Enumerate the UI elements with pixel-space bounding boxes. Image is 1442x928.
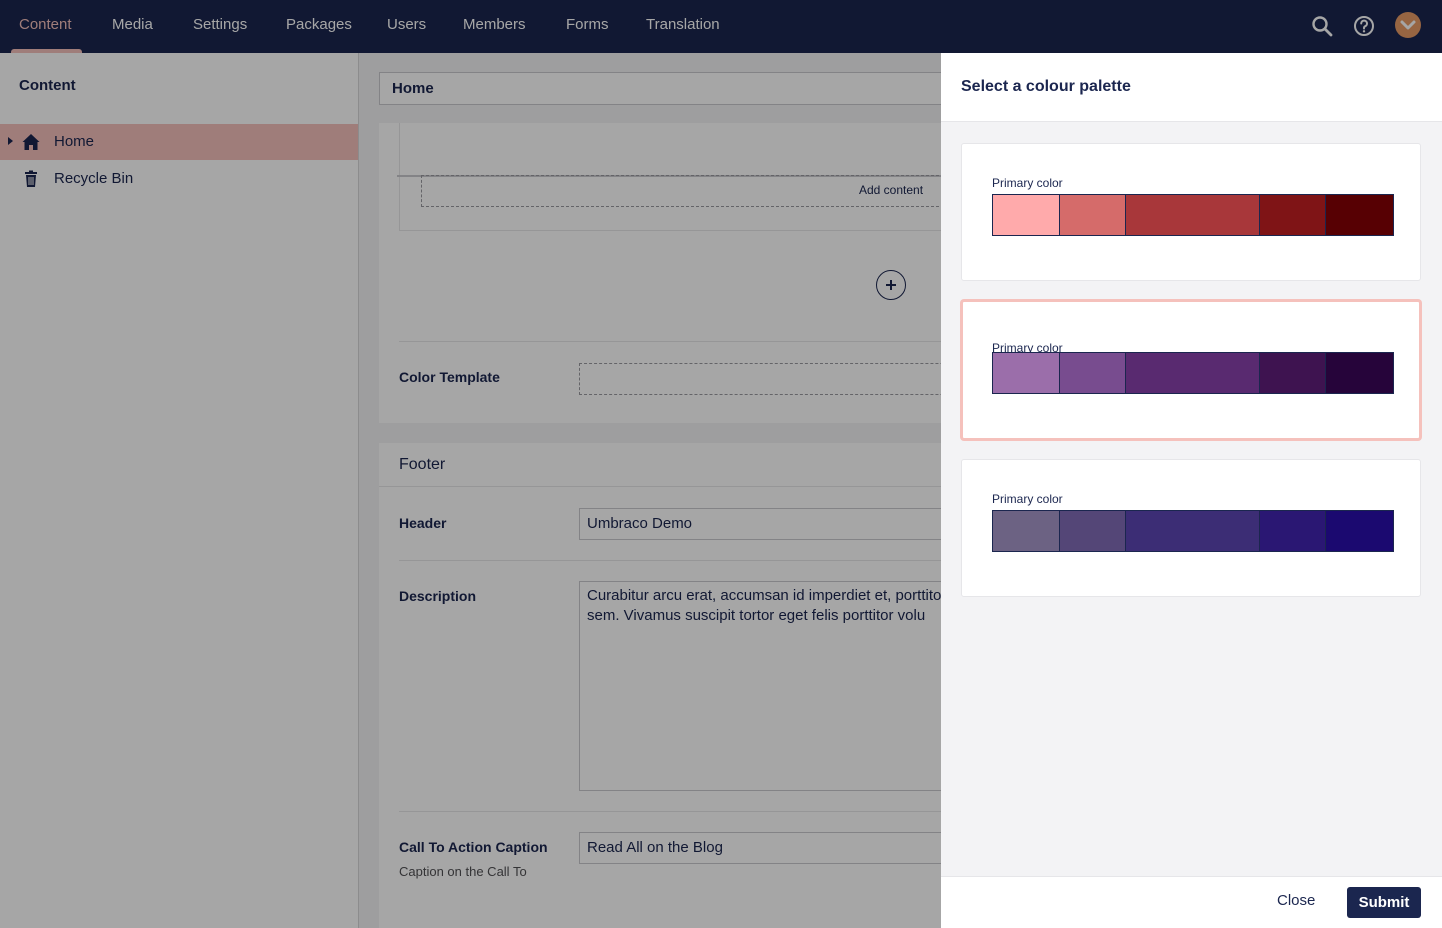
swatch-strip bbox=[992, 194, 1394, 236]
palette-label: Primary color bbox=[992, 341, 1063, 355]
swatch-strip bbox=[992, 510, 1394, 552]
nav-item-members[interactable]: Members bbox=[463, 16, 526, 33]
nav-item-settings[interactable]: Settings bbox=[193, 16, 248, 33]
nav-item-packages[interactable]: Packages bbox=[286, 16, 352, 33]
expand-caret-icon[interactable] bbox=[8, 137, 13, 145]
close-button[interactable]: Close bbox=[1277, 892, 1316, 909]
nav-item-users[interactable]: Users bbox=[387, 16, 427, 33]
footer-card-header: Footer bbox=[379, 443, 1079, 487]
tree-item-home[interactable]: Home bbox=[0, 124, 358, 160]
add-row-button[interactable] bbox=[876, 270, 906, 300]
tree-item-recycle-bin[interactable]: Recycle Bin bbox=[0, 161, 358, 197]
description-label: Description bbox=[399, 588, 477, 604]
chevron-down-icon bbox=[1400, 20, 1416, 30]
palette-option-purple[interactable]: Primary color bbox=[961, 300, 1421, 440]
add-content-label: Add content bbox=[859, 183, 924, 197]
divider bbox=[399, 560, 1079, 561]
nav-item-forms[interactable]: Forms bbox=[566, 16, 609, 33]
tree-item-label: Recycle Bin bbox=[54, 170, 134, 187]
panel-title: Select a colour palette bbox=[961, 78, 1131, 95]
swatch-3 bbox=[1126, 353, 1260, 393]
submit-button[interactable]: Submit bbox=[1347, 887, 1421, 918]
swatch-4 bbox=[1260, 195, 1326, 235]
divider bbox=[399, 811, 1079, 812]
cta-caption-label: Call To Action Caption bbox=[399, 839, 548, 855]
user-avatar[interactable] bbox=[1395, 12, 1421, 38]
node-name-value: Home bbox=[392, 80, 434, 97]
swatch-5 bbox=[1326, 195, 1393, 235]
swatch-3 bbox=[1126, 511, 1260, 551]
colour-palette-panel: Select a colour palette Primary color Pr… bbox=[941, 53, 1442, 928]
top-navigation: Content Media Settings Packages Users Me… bbox=[0, 0, 1442, 53]
grid-divider bbox=[397, 175, 1079, 177]
swatch-1 bbox=[993, 511, 1060, 551]
nav-item-media[interactable]: Media bbox=[112, 16, 153, 33]
swatch-strip bbox=[992, 352, 1394, 394]
home-icon bbox=[22, 134, 40, 150]
palette-option-indigo[interactable]: Primary color bbox=[961, 459, 1421, 597]
swatch-5 bbox=[1326, 353, 1393, 393]
nav-item-content[interactable]: Content bbox=[11, 0, 82, 53]
swatch-2 bbox=[1060, 195, 1126, 235]
header-label: Header bbox=[399, 515, 447, 531]
palette-option-red[interactable]: Primary color bbox=[961, 143, 1421, 281]
panel-header: Select a colour palette bbox=[941, 53, 1442, 122]
panel-footer: Close Submit bbox=[941, 876, 1442, 928]
description-textarea[interactable]: Curabitur arcu erat, accumsan id imperdi… bbox=[579, 581, 999, 791]
swatch-3 bbox=[1126, 195, 1260, 235]
help-icon[interactable] bbox=[1352, 14, 1376, 38]
trash-icon bbox=[25, 170, 37, 187]
swatch-1 bbox=[993, 195, 1060, 235]
plus-icon bbox=[886, 280, 896, 290]
swatch-2 bbox=[1060, 511, 1126, 551]
swatch-5 bbox=[1326, 511, 1393, 551]
swatch-4 bbox=[1260, 511, 1326, 551]
divider bbox=[399, 341, 1079, 342]
palette-label: Primary color bbox=[992, 492, 1063, 506]
swatch-1 bbox=[993, 353, 1060, 393]
search-icon[interactable] bbox=[1310, 14, 1334, 38]
color-template-label: Color Template bbox=[399, 369, 500, 385]
footer-title: Footer bbox=[399, 456, 446, 473]
swatch-4 bbox=[1260, 353, 1326, 393]
nav-item-translation[interactable]: Translation bbox=[646, 16, 720, 33]
content-tree-sidebar: Content Home Recycle Bin bbox=[0, 53, 359, 928]
cta-caption-description: Caption on the Call To bbox=[399, 864, 527, 879]
sidebar-title: Content bbox=[19, 77, 76, 94]
tree-item-label: Home bbox=[54, 133, 95, 150]
swatch-2 bbox=[1060, 353, 1126, 393]
palette-label: Primary color bbox=[992, 176, 1063, 190]
